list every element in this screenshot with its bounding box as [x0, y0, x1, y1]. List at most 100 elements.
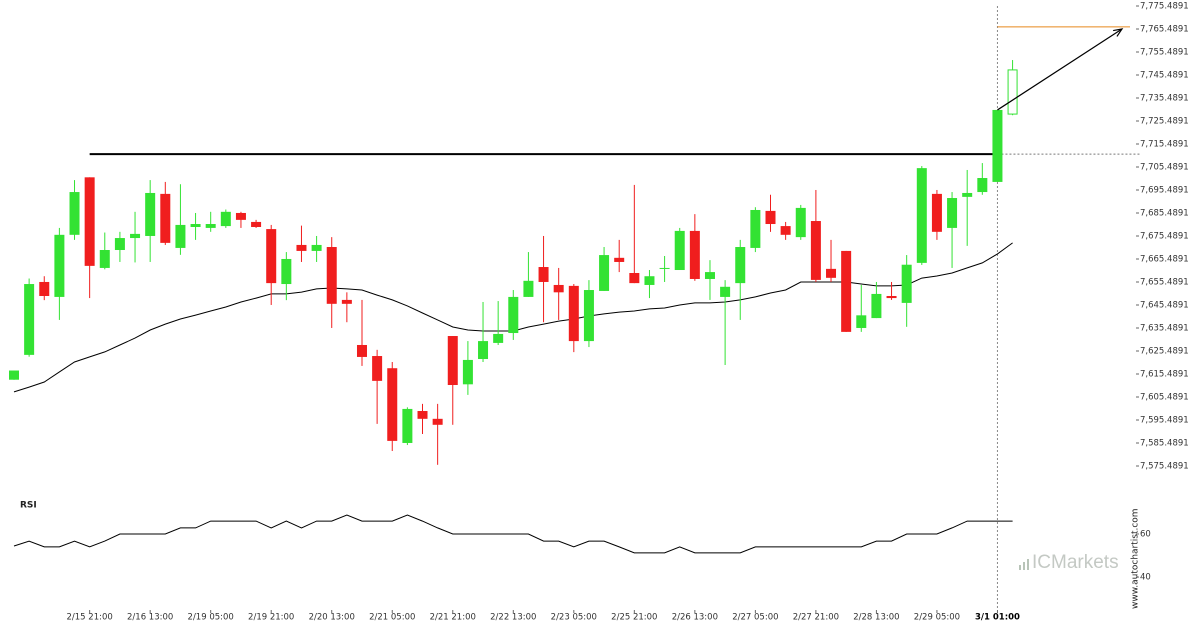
candle-body	[387, 368, 398, 441]
x-tick-label: 2/29 05:00	[914, 613, 960, 623]
candle-body	[614, 257, 625, 262]
x-tick-label: 2/23 05:00	[551, 613, 597, 623]
candle-body	[99, 250, 110, 268]
candle-body	[326, 247, 337, 304]
candle-body	[281, 258, 292, 285]
candle-body	[145, 192, 156, 236]
candle-body	[659, 267, 670, 269]
x-tick-label: 2/27 21:00	[793, 613, 839, 623]
candle-body	[235, 212, 246, 220]
candle-body	[901, 264, 912, 303]
candle-body	[856, 315, 867, 328]
candle-body	[523, 280, 534, 297]
candle-body	[795, 207, 806, 238]
y-tick-label: 7,675.4891	[1140, 231, 1189, 241]
rsi-tick-label: 60	[1140, 529, 1151, 539]
candle-body	[538, 267, 549, 282]
candle-body	[826, 268, 837, 278]
candle-body	[160, 193, 171, 243]
y-tick-label: 7,685.4891	[1140, 208, 1189, 218]
candle-body	[84, 177, 95, 266]
candle-body	[356, 344, 367, 357]
candle-body	[296, 244, 307, 251]
source: www.autochartist.com	[1131, 508, 1141, 609]
y-tick-label: 7,765.4891	[1140, 25, 1189, 35]
candle-body	[39, 281, 50, 297]
arrow-head	[1113, 28, 1124, 37]
y-tick-label: 7,665.4891	[1140, 254, 1189, 264]
candle-body	[508, 296, 519, 334]
rsi-title: RSI	[20, 501, 37, 511]
candle-body	[24, 284, 35, 355]
candle-body	[629, 273, 640, 284]
forecast-arrow	[997, 28, 1123, 111]
y-tick-label: 7,625.4891	[1140, 346, 1189, 356]
y-tick-label: 7,755.4891	[1140, 48, 1189, 58]
x-tick-label: 2/21 05:00	[369, 613, 415, 623]
candle-body	[810, 221, 821, 280]
watermark-icon	[1019, 559, 1029, 570]
x-tick-label: 2/26 13:00	[672, 613, 718, 623]
candle-body	[417, 410, 428, 419]
y-tick-label: 7,575.4891	[1140, 461, 1189, 471]
rsi-tick-label: 40	[1140, 573, 1151, 583]
candle-body	[765, 210, 776, 225]
candle-body	[432, 418, 443, 425]
y-tick-label: 7,615.4891	[1140, 369, 1189, 379]
y-tick-label: 7,705.4891	[1140, 162, 1189, 172]
x-tick-label: 3/1 01:00	[975, 613, 1020, 623]
candle-body	[962, 192, 973, 197]
y-tick-label: 7,725.4891	[1140, 117, 1189, 127]
x-tick-label: 2/22 13:00	[490, 613, 536, 623]
candle-body	[220, 211, 231, 227]
candle-body	[599, 255, 610, 291]
candle-body	[841, 250, 852, 332]
candle-body	[311, 244, 322, 251]
y-tick-label: 7,735.4891	[1140, 94, 1189, 104]
candle-body	[190, 224, 201, 228]
x-tick-label: 2/25 21:00	[611, 613, 657, 623]
y-tick-label: 7,605.4891	[1140, 392, 1189, 402]
candle-body	[992, 109, 1003, 182]
candle-body	[674, 230, 685, 271]
x-tick-label: 2/19 21:00	[248, 613, 294, 623]
candle-body	[720, 286, 731, 297]
candle-body	[114, 238, 125, 251]
candle-body	[69, 192, 80, 235]
candle-body	[251, 221, 262, 228]
candle-body	[402, 408, 413, 443]
candle-body	[735, 247, 746, 284]
candle-body	[568, 285, 579, 342]
x-tick-label: 2/21 21:00	[430, 613, 476, 623]
candle-body	[175, 224, 186, 248]
candle-body	[9, 370, 19, 380]
candle-body	[947, 198, 958, 228]
y-tick-label: 7,775.4891	[1140, 2, 1189, 12]
x-tick-label: 2/27 05:00	[732, 613, 778, 623]
y-tick-label: 7,655.4891	[1140, 277, 1189, 287]
x-tick-label: 2/20 13:00	[309, 613, 355, 623]
candle-body	[583, 290, 594, 342]
candle-body	[447, 336, 458, 386]
candle-body	[205, 224, 216, 228]
candle-body	[916, 168, 927, 263]
candle-body	[1007, 69, 1018, 115]
y-tick-label: 7,745.4891	[1140, 71, 1189, 81]
rsi-line	[13, 514, 1013, 554]
candle-body	[704, 272, 715, 279]
candle-body	[644, 276, 655, 285]
candle-body	[780, 226, 791, 235]
candle-body	[54, 234, 65, 297]
candle-body	[462, 359, 473, 385]
watermark: ICMarkets	[1032, 552, 1119, 573]
y-tick-label: 7,585.4891	[1140, 438, 1189, 448]
candle-body	[478, 341, 489, 360]
candle-body	[266, 229, 277, 284]
y-tick-label: 7,715.4891	[1140, 140, 1189, 150]
y-tick-label: 7,635.4891	[1140, 323, 1189, 333]
y-tick-label: 7,645.4891	[1140, 300, 1189, 310]
candle-body	[493, 333, 504, 343]
x-tick-label: 2/28 13:00	[853, 613, 899, 623]
